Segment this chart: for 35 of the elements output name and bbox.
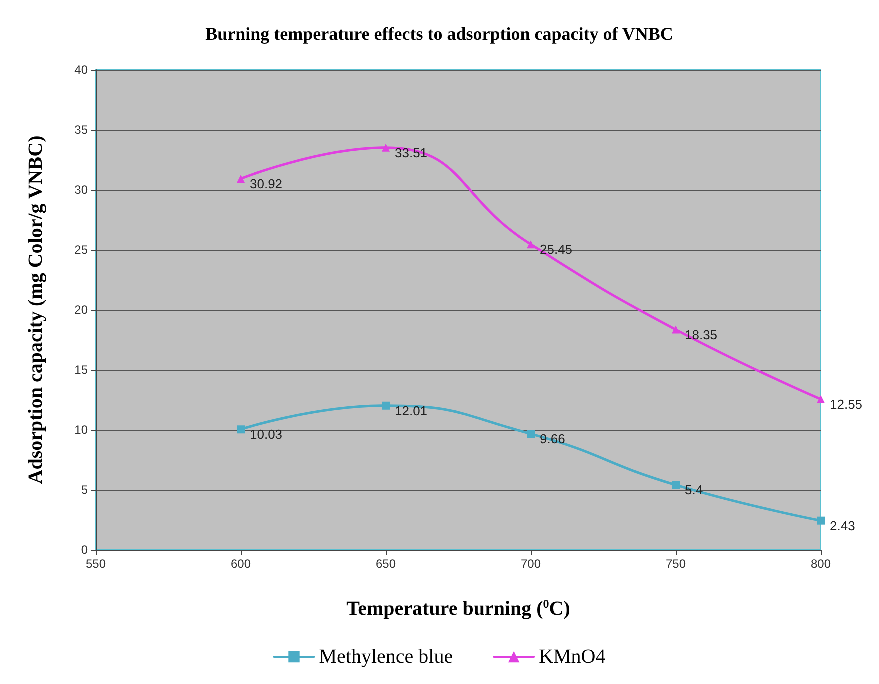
y-tick-label: 5	[81, 483, 88, 497]
legend-label: Methylence blue	[319, 646, 454, 668]
point	[382, 144, 390, 152]
data-label: 30.92	[250, 176, 283, 192]
x-tick-label: 750	[666, 557, 686, 571]
point	[237, 174, 245, 183]
data-label: 10.03	[250, 427, 283, 442]
data-label: 2.43	[830, 518, 856, 534]
data-label: 12.55	[830, 396, 863, 412]
point	[237, 426, 245, 434]
y-tick-label: 0	[81, 543, 88, 557]
y-tick-label: 35	[74, 123, 88, 137]
point	[382, 402, 390, 410]
point	[672, 481, 680, 490]
point	[527, 240, 535, 249]
x-tick-label: 550	[86, 557, 106, 571]
y-tick-label: 30	[74, 183, 88, 197]
x-tick-label: 800	[810, 557, 832, 571]
data-label: 12.01	[395, 403, 428, 418]
y-tick-label: 20	[74, 303, 88, 317]
point	[817, 395, 825, 404]
chart-title: Burning temperature effects to adsorption capacity of VNBC	[206, 24, 674, 44]
legend-label: KMnO4	[539, 646, 606, 668]
x-tick-label: 650	[376, 557, 396, 571]
x-tick-label: 700	[520, 557, 542, 571]
y-tick-label: 25	[74, 243, 88, 257]
point	[527, 430, 535, 438]
point	[817, 516, 825, 525]
y-tick-label: 40	[74, 63, 88, 77]
x-tick-label: 600	[230, 557, 252, 571]
y-tick-label: 10	[74, 423, 88, 437]
y-axis-title: Adsorption capacity (mg Color/g VNBC)	[25, 136, 47, 484]
y-tick-label: 15	[74, 363, 88, 377]
data-label: 18.35	[685, 327, 718, 342]
point	[672, 326, 680, 334]
